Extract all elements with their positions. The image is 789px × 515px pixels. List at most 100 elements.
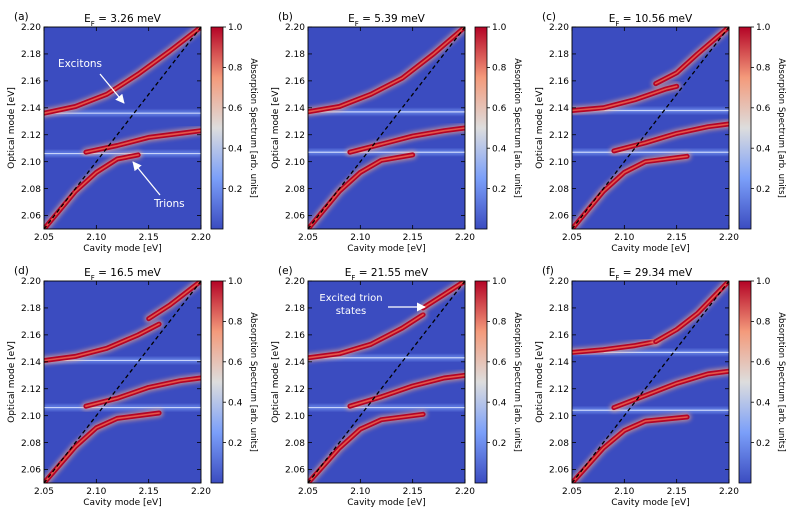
plot-frame	[571, 26, 730, 230]
colorbar	[474, 280, 488, 484]
colorbar-tick-label: 1.0	[492, 23, 507, 33]
x-tick-label: 2.05	[562, 487, 582, 497]
x-tick-label: 2.15	[403, 487, 423, 497]
colorbar-tick-label: 1.0	[228, 277, 243, 287]
y-tick-label: 2.18	[285, 304, 305, 314]
branch-core-2	[349, 374, 465, 408]
x-tick-label: 2.20	[455, 487, 475, 497]
colorbar-tick-label: 0.4	[228, 144, 243, 154]
branch-core-1	[349, 127, 465, 153]
x-tick-label: 2.20	[191, 487, 211, 497]
x-tick-label: 2.10	[86, 233, 106, 243]
excited-trion-annotation: Excited trion	[319, 293, 382, 304]
colorbar-tick-label: 0.4	[228, 398, 243, 408]
colorbar	[210, 280, 224, 484]
panel-title: EF = 5.39 meV	[348, 13, 426, 28]
y-tick-label: 2.08	[285, 439, 305, 449]
excitons-annotation: Excitons	[58, 58, 102, 70]
heatmap	[44, 27, 201, 229]
colorbar-tick-label: 0.4	[492, 398, 507, 408]
x-tick-label: 2.20	[191, 233, 211, 243]
panel-label: (c)	[542, 11, 556, 23]
colorbar-tick-label: 0.8	[492, 318, 507, 328]
colorbar-label: Absorption Spectrum [arb. units]	[512, 58, 522, 198]
branch-core-2	[308, 154, 414, 229]
y-tick-label: 2.12	[21, 131, 41, 141]
colorbar-tick-label: 0.8	[756, 318, 771, 328]
y-tick-label: 2.18	[549, 304, 569, 314]
x-tick-label: 2.05	[562, 233, 582, 243]
colorbar	[738, 280, 752, 484]
y-tick-label: 2.14	[285, 104, 305, 114]
y-tick-label: 2.10	[21, 412, 41, 422]
panel-label: (b)	[278, 11, 293, 23]
y-axis-label: Optical mode [eV]	[7, 341, 17, 423]
branch-core-3	[572, 155, 688, 229]
panel-a: 2.05 2.10 2.15 2.20 2.06 2.08 2.10 2.12 2.14 2.16…	[7, 11, 258, 254]
branch-core-0	[572, 340, 657, 354]
colorbar-label: Absorption Spectrum [arb. units]	[776, 312, 786, 452]
y-tick-label: 2.16	[21, 331, 41, 341]
y-tick-label: 2.10	[549, 158, 569, 168]
panel-label: (a)	[14, 11, 29, 23]
excited-trion-annotation-2: states	[336, 306, 367, 317]
branch-core-2	[613, 123, 729, 152]
y-tick-label: 2.20	[549, 23, 569, 33]
y-tick-label: 2.16	[21, 77, 41, 87]
colorbar-tick-label: 0.4	[756, 398, 771, 408]
x-tick-label: 2.20	[719, 487, 739, 497]
x-axis-label: Cavity mode [eV]	[611, 244, 689, 254]
panel-title: EF = 29.34 meV	[609, 267, 693, 282]
colorbar-tick-label: 1.0	[756, 277, 771, 287]
colorbar-tick-label: 0.6	[756, 358, 771, 368]
panel-b: 2.05 2.10 2.15 2.20 2.06 2.08 2.10 2.12 2.14 2.16…	[271, 11, 522, 254]
excitons-arrow	[99, 73, 125, 104]
y-tick-label: 2.18	[549, 50, 569, 60]
x-axis-label: Cavity mode [eV]	[347, 244, 425, 254]
y-tick-label: 2.20	[21, 23, 41, 33]
diagonal-dashed-line	[44, 281, 201, 483]
colorbar-tick-label: 0.6	[228, 358, 243, 368]
branch-core-0	[308, 313, 424, 359]
colorbar-tick-label: 0.6	[756, 104, 771, 114]
x-axis-label: Cavity mode [eV]	[347, 498, 425, 508]
y-tick-label: 2.16	[285, 77, 305, 87]
colorbar-tick-label: 0.2	[228, 185, 242, 195]
heatmap	[308, 27, 465, 229]
colorbar-label: Absorption Spectrum [arb. units]	[248, 312, 258, 452]
branch-core-1	[147, 281, 201, 320]
y-tick-label: 2.18	[21, 50, 41, 60]
y-tick-label: 2.16	[549, 77, 569, 87]
y-tick-label: 2.20	[549, 277, 569, 287]
x-tick-label: 2.20	[455, 233, 475, 243]
panel-label: (d)	[14, 265, 29, 277]
x-tick-label: 2.10	[86, 487, 106, 497]
x-axis-label: Cavity mode [eV]	[611, 498, 689, 508]
x-axis-label: Cavity mode [eV]	[83, 244, 161, 254]
y-tick-label: 2.14	[21, 358, 41, 368]
colorbar-tick-label: 0.8	[228, 318, 243, 328]
colorbar-label: Absorption Spectrum [arb. units]	[512, 312, 522, 452]
y-tick-label: 2.08	[21, 185, 41, 195]
colorbar	[474, 26, 488, 230]
y-tick-label: 2.06	[549, 212, 569, 222]
y-tick-label: 2.10	[549, 412, 569, 422]
x-tick-label: 2.15	[139, 233, 159, 243]
y-tick-label: 2.06	[285, 212, 305, 222]
y-tick-label: 2.08	[549, 439, 569, 449]
x-tick-label: 2.10	[614, 487, 634, 497]
branch-core-0	[308, 27, 465, 113]
colorbar-tick-label: 1.0	[756, 23, 771, 33]
colorbar-tick-label: 0.2	[228, 439, 242, 449]
x-tick-label: 2.05	[298, 487, 318, 497]
y-tick-label: 2.10	[21, 158, 41, 168]
branch-core-0	[44, 27, 201, 114]
y-tick-label: 2.18	[21, 304, 41, 314]
colorbar-tick-label: 0.6	[492, 358, 507, 368]
y-tick-label: 2.12	[21, 385, 41, 395]
x-tick-label: 2.10	[614, 233, 634, 243]
colorbar-tick-label: 0.8	[228, 64, 243, 74]
colorbar	[738, 26, 752, 230]
colorbar	[210, 26, 224, 230]
colorbar-tick-label: 0.4	[492, 144, 507, 154]
